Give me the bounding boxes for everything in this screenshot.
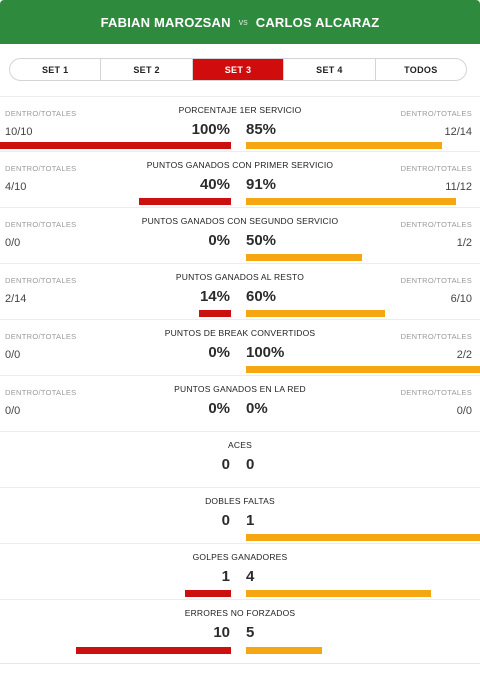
player1-value: 40% [199,176,230,193]
player1-sub-label: DENTRO/TOTALES [5,109,77,118]
player1-value: 0% [208,232,230,249]
player2-value: 0% [246,400,268,417]
stat-row: ACES 0 0 [0,432,480,488]
player2-bar [246,590,431,597]
stat-row: PUNTOS GANADOS AL RESTO DENTRO/TOTALES DEN… [0,264,480,320]
stat-label: ACES [228,440,252,450]
player2-count: 12/14 [444,126,472,138]
stat-row: PUNTOS GANADOS EN LA RED DENTRO/TOTALES DE… [0,376,480,432]
player2-bar [246,142,442,149]
player1-count: 2/14 [5,293,27,305]
stat-row: GOLPES GANADORES 1 4 [0,544,480,600]
tab-set-2[interactable]: SET 2 [101,59,193,80]
stat-label: ERRORES NO FORZADOS [184,608,296,618]
player2-name: CARLOS ALCARAZ [255,14,380,30]
stat-label: GOLPES GANADORES [192,552,288,562]
player1-value: 0% [208,344,230,361]
player1-count: 4/10 [5,181,27,193]
stats-list: PORCENTAJE 1ER SERVICIO DENTRO/TOTALES DEN… [0,96,480,664]
player2-value: 91% [246,176,277,193]
player2-count: 6/10 [450,293,472,305]
player2-bar [246,310,385,317]
player2-value: 50% [246,232,277,249]
vs-label: vs [238,17,248,27]
stat-label: PUNTOS GANADOS EN LA RED [174,384,306,394]
tab-set-4[interactable]: SET 4 [284,59,376,80]
player1-sub-label: DENTRO/TOTALES [5,220,77,229]
player2-sub-label: DENTRO/TOTALES [400,388,472,397]
tab-set-1[interactable]: SET 1 [10,59,102,80]
player1-sub-label: DENTRO/TOTALES [5,276,77,285]
player1-sub-label: DENTRO/TOTALES [5,388,77,397]
stat-row: ERRORES NO FORZADOS 10 5 [0,600,480,656]
stat-row: PUNTOS GANADOS CON SEGUNDO SERVICIO DENTR… [0,208,480,264]
stat-label: PUNTOS DE BREAK CONVERTIDOS [164,328,316,338]
player2-sub-label: DENTRO/TOTALES [400,276,472,285]
player2-bar [246,254,362,261]
tab-todos[interactable]: TODOS [404,64,438,75]
player2-sub-label: DENTRO/TOTALES [400,164,472,173]
player1-value: 10 [213,624,230,641]
player1-count: 0/0 [5,349,21,361]
player1-value: 100% [191,121,230,138]
stat-row: DOBLES FALTAS 0 1 [0,488,480,544]
player1-sub-label: DENTRO/TOTALES [5,164,77,173]
player1-bar [185,590,231,597]
player2-value: 85% [246,121,277,138]
player1-bar [0,142,231,149]
player1-bar [76,647,231,654]
player2-count: 11/12 [445,181,472,193]
player1-bar [199,310,231,317]
stat-label: PUNTOS GANADOS CON SEGUNDO SERVICIO [141,216,339,226]
player2-value: 60% [246,288,277,305]
player1-value: 1 [221,568,230,585]
player1-value: 14% [199,288,230,305]
player1-value: 0 [221,512,230,529]
player2-bar [246,647,322,654]
stat-row: PORCENTAJE 1ER SERVICIO DENTRO/TOTALES DEN… [0,96,480,152]
player1-name: FABIAN MAROZSAN [100,14,231,30]
player1-sub-label: DENTRO/TOTALES [5,332,77,341]
tab-set-3[interactable]: SET 3 [192,59,285,80]
player2-value: 4 [246,568,255,585]
player2-value: 1 [246,512,255,529]
player1-value: 0 [221,456,230,473]
match-header: FABIAN MAROZSAN vs CARLOS ALCARAZ [0,0,480,44]
stat-label: PORCENTAJE 1ER SERVICIO [178,105,302,115]
player2-value: 0 [246,456,255,473]
player1-bar [139,198,231,205]
player2-sub-label: DENTRO/TOTALES [400,220,472,229]
set-tabs: SET 1 SET 2 SET 3 SET 4 TODOS [9,58,467,81]
stat-label: PUNTOS GANADOS CON PRIMER SERVICIO [146,160,334,170]
player2-sub-label: DENTRO/TOTALES [400,109,472,118]
player2-count: 1/2 [456,237,472,249]
player1-value: 0% [208,400,230,417]
player2-count: 0/0 [456,405,472,417]
player2-bar [246,366,480,373]
player2-bar [246,534,480,541]
stat-row: PUNTOS DE BREAK CONVERTIDOS DENTRO/TOTALE… [0,320,480,376]
player2-sub-label: DENTRO/TOTALES [400,332,472,341]
player2-count: 2/2 [456,349,472,361]
stat-label: PUNTOS GANADOS AL RESTO [175,272,305,282]
player2-value: 100% [246,344,285,361]
player1-count: 10/10 [5,126,33,138]
player1-count: 0/0 [5,405,21,417]
stat-row: PUNTOS GANADOS CON PRIMER SERVICIO DENTRO… [0,152,480,208]
player1-count: 0/0 [5,237,21,249]
stat-label: DOBLES FALTAS [205,496,275,506]
player2-bar [246,198,456,205]
player2-value: 5 [246,624,255,641]
